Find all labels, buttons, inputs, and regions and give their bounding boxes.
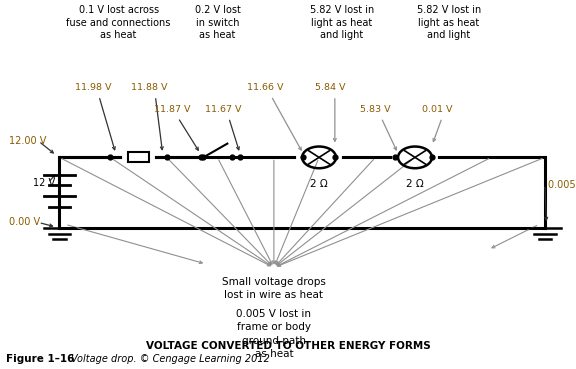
- Text: Small voltage drops
lost in wire as heat: Small voltage drops lost in wire as heat: [222, 277, 326, 300]
- Text: 11.98 V: 11.98 V: [75, 83, 112, 92]
- Text: 5.83 V: 5.83 V: [360, 105, 391, 114]
- Bar: [128, 152, 149, 162]
- Text: 2 Ω: 2 Ω: [406, 179, 424, 189]
- Text: 0.00 V: 0.00 V: [9, 217, 40, 227]
- Text: Figure 1–16: Figure 1–16: [6, 354, 74, 363]
- Text: 5.84 V: 5.84 V: [315, 83, 346, 92]
- Text: VOLTAGE CONVERTED TO OTHER ENERGY FORMS: VOLTAGE CONVERTED TO OTHER ENERGY FORMS: [146, 341, 430, 351]
- Text: 2 Ω: 2 Ω: [310, 179, 328, 189]
- Text: 12.00 V: 12.00 V: [9, 136, 46, 146]
- Text: 11.87 V: 11.87 V: [154, 105, 191, 114]
- Text: 11.88 V: 11.88 V: [131, 83, 168, 92]
- Text: 11.67 V: 11.67 V: [205, 105, 241, 114]
- Text: 12 V: 12 V: [33, 178, 55, 188]
- Text: 11.66 V: 11.66 V: [247, 83, 283, 92]
- Text: 0.005 V lost in
frame or body
ground path
as heat: 0.005 V lost in frame or body ground pat…: [236, 309, 312, 359]
- Text: 0.01 V: 0.01 V: [422, 105, 453, 114]
- Text: 0.2 V lost
in switch
as heat: 0.2 V lost in switch as heat: [195, 6, 240, 40]
- Text: 5.82 V lost in
light as heat
and light: 5.82 V lost in light as heat and light: [309, 6, 374, 40]
- Text: 0.005 V: 0.005 V: [548, 179, 576, 190]
- Text: 5.82 V lost in
light as heat
and light: 5.82 V lost in light as heat and light: [417, 6, 481, 40]
- Text: 0.1 V lost across
fuse and connections
as heat: 0.1 V lost across fuse and connections a…: [66, 6, 171, 40]
- Text: Voltage drop. © Cengage Learning 2012: Voltage drop. © Cengage Learning 2012: [71, 354, 270, 363]
